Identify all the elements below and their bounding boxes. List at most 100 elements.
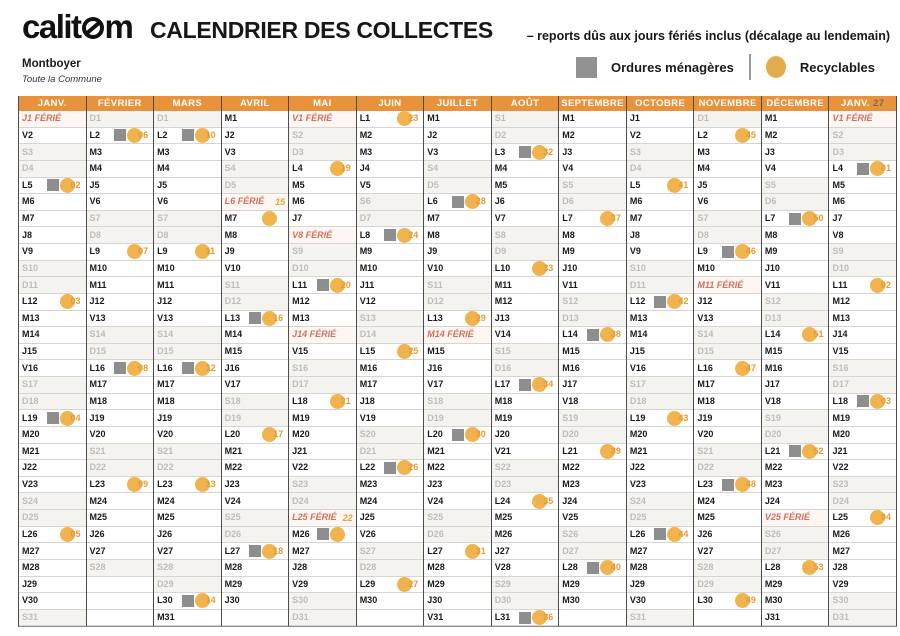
day-cell: V23 <box>19 476 86 494</box>
day-label: M4 <box>697 163 710 174</box>
day-cell: M20 <box>19 426 86 444</box>
recyclables-circle-icon <box>194 244 210 260</box>
day-label: V3 <box>224 146 236 157</box>
day-label: D9 <box>494 246 507 257</box>
day-label: M23 <box>359 479 378 490</box>
recyclables-circle-icon <box>59 177 75 193</box>
day-cell: S4 <box>424 160 491 178</box>
day-cell: V26 <box>356 526 424 544</box>
day-cell: V14 <box>491 327 559 344</box>
day-label: D7 <box>359 213 372 224</box>
day-label: J14 <box>832 329 848 340</box>
day-label: S7 <box>697 213 709 224</box>
day-cell: D10 <box>289 260 356 278</box>
day-label: V10 <box>427 262 444 273</box>
day-cell: V25 <box>559 510 626 527</box>
collection-markers: 19 <box>329 161 355 177</box>
day-label: M30 <box>359 595 378 606</box>
day-cell: S17 <box>626 377 694 394</box>
day-label: L19 <box>629 412 646 423</box>
day-cell: J23 <box>424 476 491 494</box>
day-label: M21 <box>224 445 243 456</box>
week-number: 34 <box>543 379 554 390</box>
day-cell: L30 49 <box>694 593 761 610</box>
day-label: V14 <box>494 329 511 340</box>
day-label: V4 <box>764 163 776 174</box>
day-cell: L23 13 <box>154 476 221 494</box>
day-cell: L17 34 <box>491 377 559 394</box>
week-number: 17 <box>273 429 284 440</box>
day-label: M10 <box>359 262 378 273</box>
day-label: M1 <box>562 113 575 124</box>
week-number: 12 <box>205 362 216 373</box>
day-label: M17 <box>697 379 715 390</box>
day-cell: S5 <box>559 177 626 195</box>
recyclables-circle-icon <box>262 211 278 227</box>
day-label: V15 <box>832 346 849 357</box>
week-number: 22 <box>342 512 353 523</box>
day-cell: M24 <box>86 493 154 510</box>
week-number: 03 <box>880 395 891 406</box>
day-label: V13 <box>697 312 714 323</box>
day-cell: L2 10 <box>154 127 221 145</box>
week-number: 41 <box>678 179 689 190</box>
day-label: J6 <box>494 196 505 207</box>
day-label: M1 <box>427 113 440 124</box>
ordures-menageres-square-icon <box>114 362 127 375</box>
day-cell: L21 39 <box>559 443 626 461</box>
collection-markers: 37 <box>599 211 625 227</box>
day-label: J21 <box>292 445 308 456</box>
day-label: L30 <box>697 595 713 606</box>
day-cell: L20 17 <box>221 426 289 444</box>
day-cell: D19 <box>221 410 289 427</box>
day-cell: L1 23 <box>356 111 424 128</box>
day-label: M11 <box>89 279 107 290</box>
day-label: S13 <box>359 312 376 323</box>
day-label: L9 <box>697 246 708 257</box>
day-cell: L19 43 <box>626 410 694 427</box>
legend-divider <box>748 54 751 80</box>
day-cell: J5 <box>86 177 154 195</box>
recyclables-circle-icon <box>869 393 885 409</box>
day-label: J8 <box>22 229 33 240</box>
day-cell: S14 <box>694 327 761 344</box>
day-label: D5 <box>427 179 439 190</box>
week-number: 18 <box>273 545 284 556</box>
day-cell: S7 <box>694 210 761 228</box>
recyclables-circle-icon <box>464 310 480 326</box>
week-number: 20 <box>340 279 351 290</box>
day-cell: V24 <box>221 493 289 510</box>
day-label: S14 <box>697 329 714 340</box>
day-label: L6 <box>427 196 438 207</box>
day-cell: J1 FÉRIÉ <box>19 111 86 128</box>
day-label: S30 <box>292 595 309 606</box>
day-label: M5 <box>494 179 508 190</box>
day-cell: S26 <box>559 526 626 544</box>
day-label: M21 <box>629 445 648 456</box>
day-label: L1 <box>359 113 371 124</box>
day-cell: D26 <box>221 526 289 544</box>
day-cell: M2 <box>559 127 626 145</box>
day-label: M18 <box>157 395 175 406</box>
collection-markers: 44 <box>654 526 692 542</box>
day-label: M3 <box>359 146 373 157</box>
day-cell <box>356 609 424 627</box>
day-label: M16 <box>359 362 378 373</box>
recyclables-circle-icon <box>397 344 413 360</box>
ordures-menageres-square-icon <box>181 129 194 142</box>
day-label: M29 <box>562 578 580 589</box>
day-label: S17 <box>22 379 39 390</box>
recyclables-circle-icon <box>734 127 750 143</box>
day-label-ferie: M11 FÉRIÉ <box>697 279 744 290</box>
day-cell: V29 <box>289 576 356 594</box>
day-label: D6 <box>562 196 574 207</box>
week-number: 39 <box>610 445 621 456</box>
day-cell: D8 <box>86 227 154 244</box>
day-cell: D15 <box>154 343 221 361</box>
day-cell: D17 <box>289 377 356 394</box>
day-label: J17 <box>764 379 780 390</box>
week-number: 19 <box>340 163 351 174</box>
day-label: M12 <box>292 296 310 307</box>
day-label: S14 <box>157 329 174 340</box>
day-cell: V18 <box>559 393 626 411</box>
